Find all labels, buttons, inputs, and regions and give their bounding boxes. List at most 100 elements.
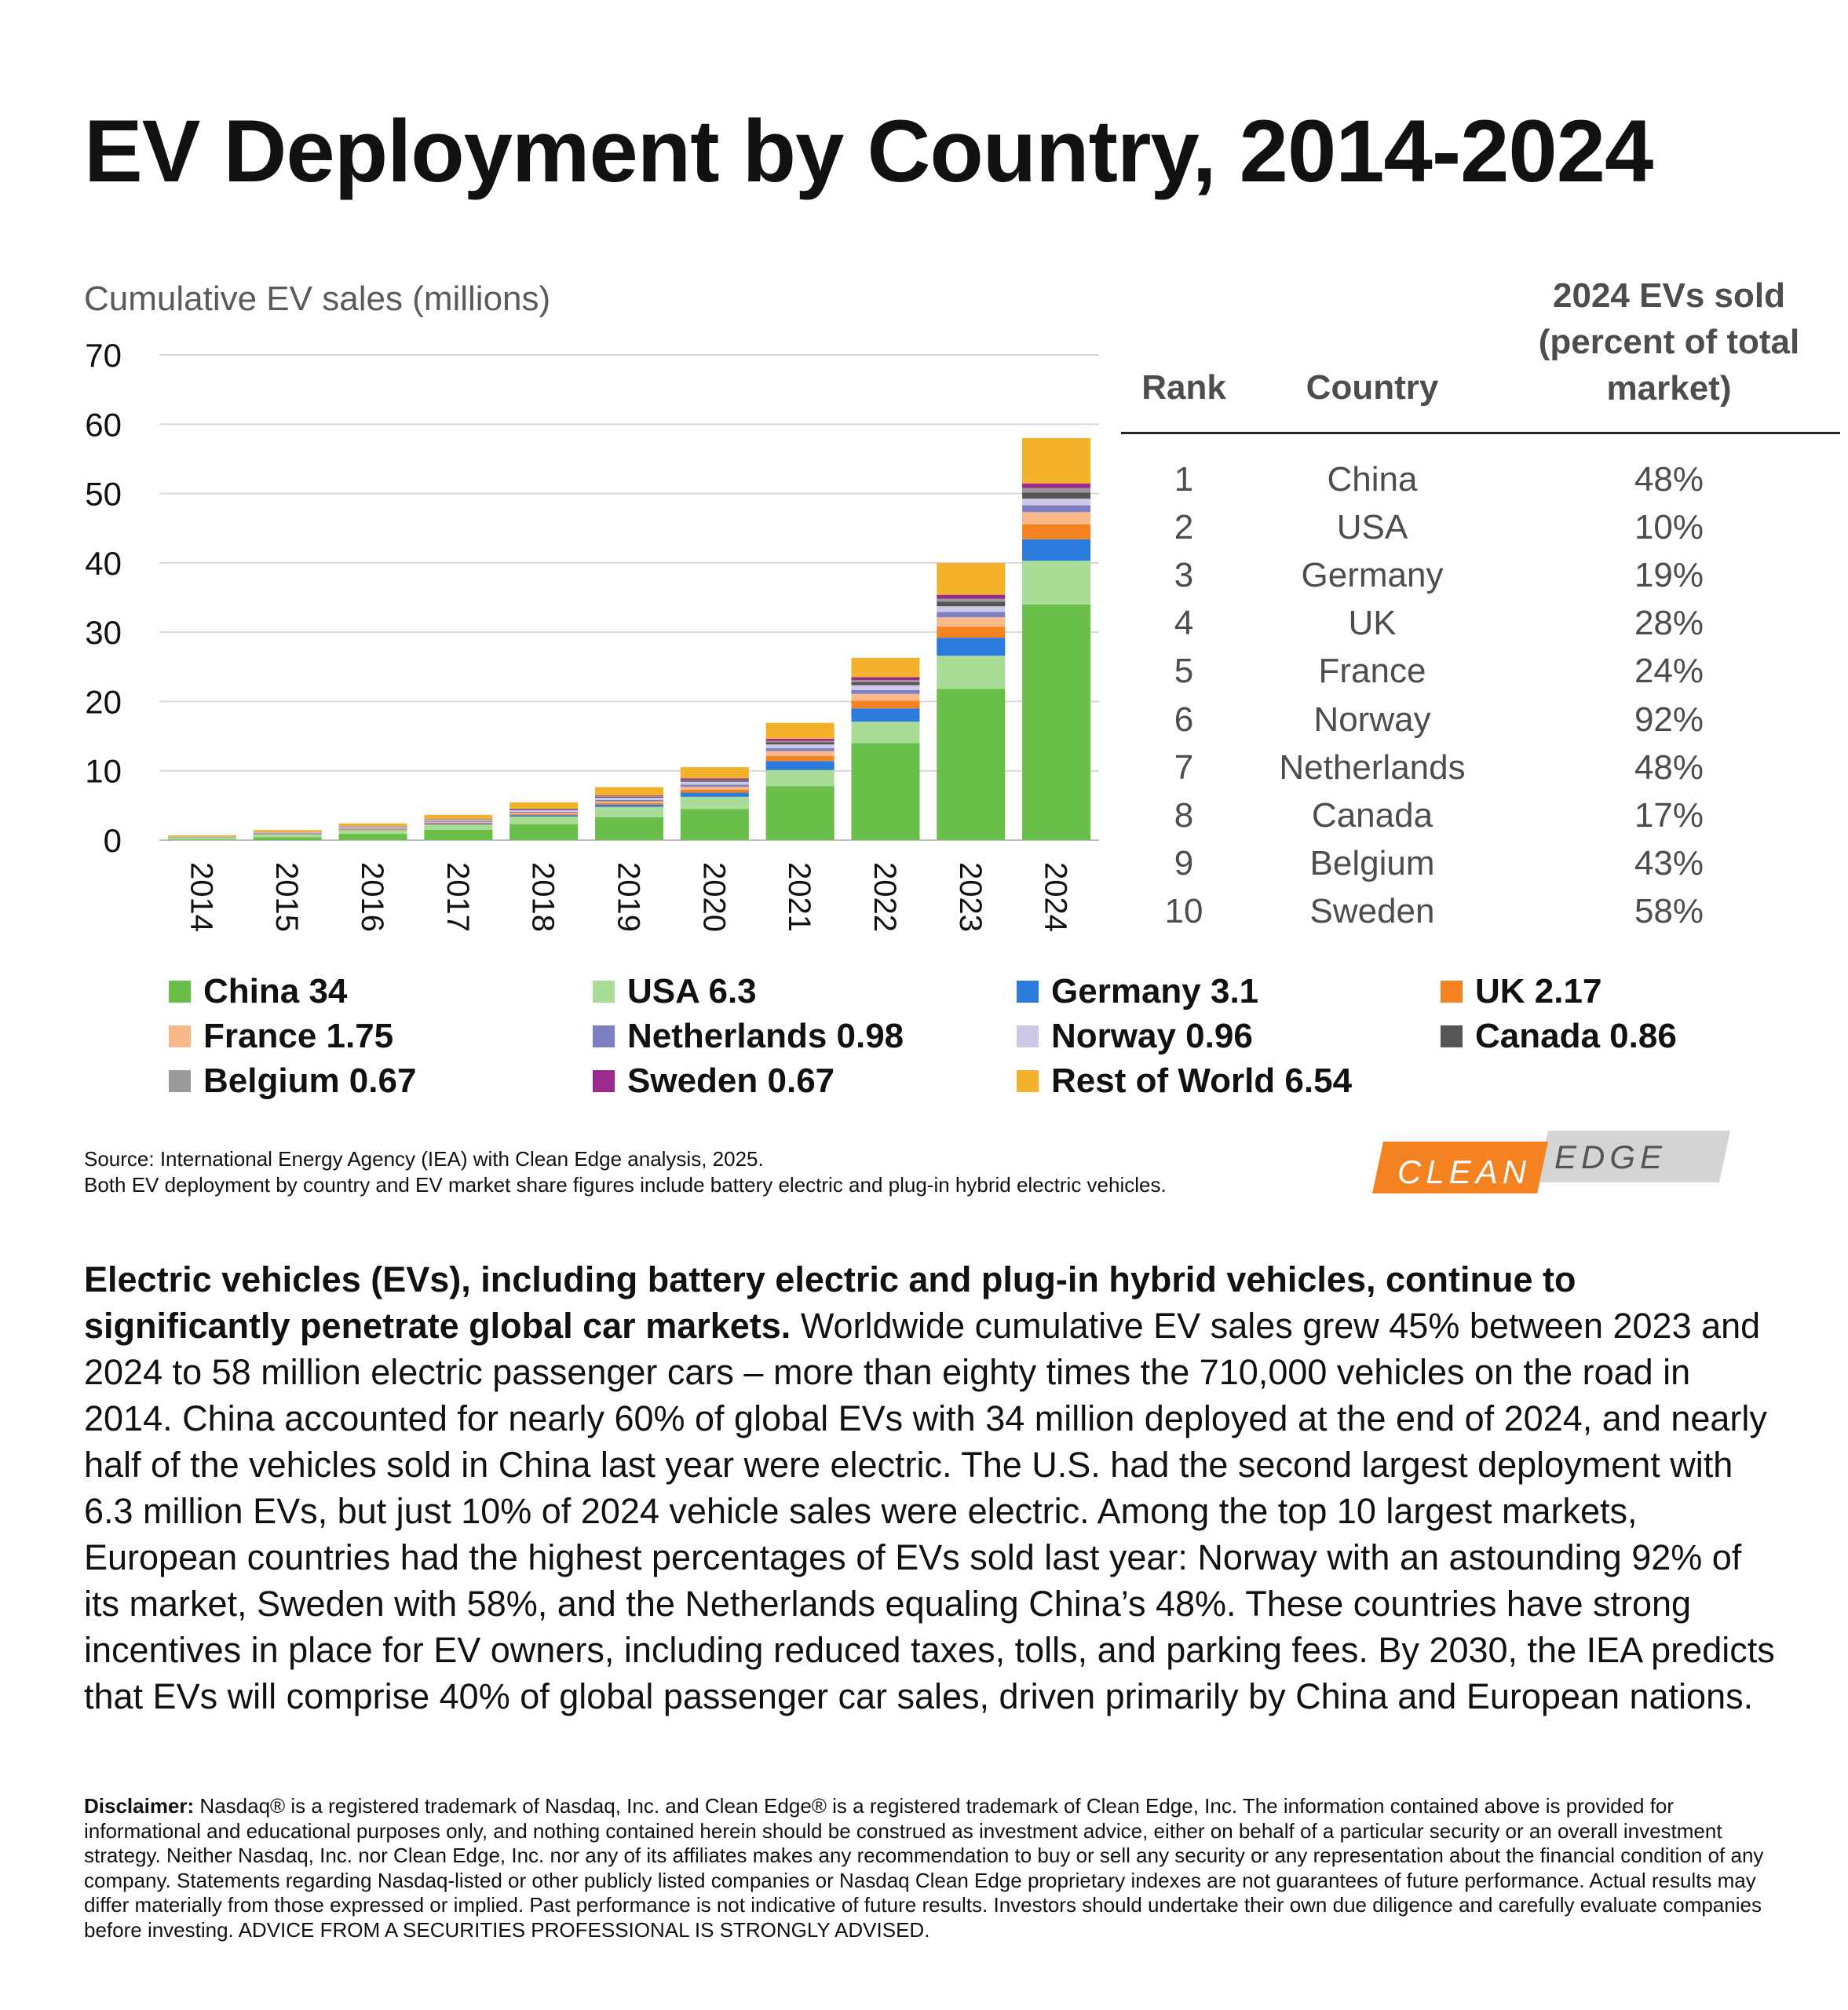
cell-country: USA <box>1336 507 1408 546</box>
cell-country: Sweden <box>1309 892 1435 931</box>
cell-rank: 7 <box>1174 747 1194 787</box>
bar-segment <box>765 722 835 740</box>
x-tick-label: 2017 <box>440 862 475 932</box>
stacked-bar-chart: Cumulative EV sales (millions) 0 10 20 30 40… <box>84 280 1099 932</box>
bar-segment <box>1022 492 1091 499</box>
cell-country: China <box>1327 459 1418 499</box>
cell-rank: 3 <box>1174 555 1194 594</box>
table-row: 6 Norway 92% <box>1121 696 1840 744</box>
cell-country: Germany <box>1301 555 1444 594</box>
bar-segment <box>680 789 749 793</box>
cell-rank: 4 <box>1174 604 1194 643</box>
cell-rank: 6 <box>1174 700 1194 739</box>
legend-label: Germany 3.1 <box>1051 972 1259 1010</box>
bar-segment <box>937 598 1006 602</box>
bar-segment <box>937 563 1006 595</box>
legend-label: Belgium 0.67 <box>203 1062 417 1100</box>
bar-segment <box>594 797 664 800</box>
bar-segment <box>509 824 579 840</box>
legend-item: Netherlands 0.98 <box>593 1017 904 1056</box>
bar-segment <box>937 594 1006 599</box>
y-tick-label: 0 <box>104 822 122 859</box>
legend-item: Canada 0.86 <box>1441 1017 1677 1056</box>
y-axis-label: Cumulative EV sales (millions) <box>84 280 550 318</box>
bar-segment <box>594 806 664 817</box>
ev-share-table: Rank Country 2024 EVs sold (percent of t… <box>1121 271 1840 936</box>
legend-swatch <box>593 1025 615 1047</box>
bar-segment <box>424 829 493 840</box>
bar-segment <box>338 834 407 840</box>
bar-segment <box>765 740 835 743</box>
y-tick-label: 50 <box>85 476 122 513</box>
bar-segment <box>851 657 920 678</box>
bar-segment <box>253 832 322 833</box>
bar-segment <box>1022 437 1091 484</box>
x-tick-label: 2016 <box>355 862 389 932</box>
page-title: EV Deployment by Country, 2014-2024 <box>84 102 1653 200</box>
summary-body: Worldwide cumulative EV sales grew 45% b… <box>84 1306 1775 1716</box>
x-tick-label: 2024 <box>1039 862 1073 932</box>
header-percent-line: 2024 EVs sold <box>1553 276 1785 315</box>
bar-segment <box>937 638 1006 656</box>
logo-edge-shape <box>1537 1131 1730 1182</box>
bar-segment <box>937 617 1006 627</box>
legend-label: France 1.75 <box>203 1017 394 1055</box>
logo-clean-text: CLEAN <box>1397 1153 1531 1190</box>
disclaimer-text: Nasdaq® is a registered trademark of Nas… <box>84 1794 1764 1942</box>
cell-country: UK <box>1348 604 1397 643</box>
legend-item: France 1.75 <box>169 1017 393 1056</box>
summary-paragraph: Electric vehicles (EVs), including batte… <box>84 1256 1780 1719</box>
y-tick-label: 60 <box>85 406 122 443</box>
legend-item: China 34 <box>169 972 347 1011</box>
bar-segment <box>937 627 1006 638</box>
y-tick-label: 40 <box>85 545 122 582</box>
bar-segment <box>680 781 749 785</box>
bar-segment <box>680 787 749 790</box>
summary-lead: Electric vehicles (EVs), including batte… <box>84 1259 1576 1346</box>
table-row: 1 China 48% <box>1121 455 1840 503</box>
bar-segment <box>937 606 1006 612</box>
legend-label: China 34 <box>203 972 348 1010</box>
cell-rank: 10 <box>1164 892 1203 931</box>
table-header: Rank Country 2024 EVs sold (percent of t… <box>1121 271 1840 434</box>
bar-segment <box>509 802 579 809</box>
bar-segment <box>509 816 579 824</box>
x-tick-label: 2014 <box>184 862 218 932</box>
bar-segment <box>594 796 664 797</box>
bar-segment <box>594 817 664 840</box>
cell-rank: 9 <box>1174 844 1194 883</box>
header-percent-line: (percent of total <box>1538 323 1800 361</box>
x-tick-label: 2022 <box>867 862 902 932</box>
header-percent: 2024 EVs sold (percent of total market) <box>1498 272 1840 411</box>
bar-segment <box>594 802 664 805</box>
legend-label: USA 6.3 <box>627 972 757 1010</box>
cell-country: Netherlands <box>1279 747 1466 787</box>
bar-segment <box>680 792 749 797</box>
bar-segment <box>253 832 322 834</box>
legend-item: UK 2.17 <box>1441 972 1601 1011</box>
bar-segment <box>424 824 493 830</box>
cell-rank: 8 <box>1174 795 1194 835</box>
table-row: 10 Sweden 58% <box>1121 888 1840 936</box>
cell-country: Canada <box>1311 795 1433 835</box>
x-tick-label: 2018 <box>526 862 561 932</box>
bar-segment <box>937 601 1006 607</box>
bar-segment <box>338 829 407 831</box>
logo-edge-text: EDGE <box>1554 1138 1667 1175</box>
legend-item: Rest of World 6.54 <box>1017 1062 1352 1101</box>
source-line: Both EV deployment by country and EV mar… <box>84 1173 1167 1197</box>
legend-swatch <box>1017 981 1039 1003</box>
bar-segment <box>1022 483 1091 488</box>
legend-item: Norway 0.96 <box>1017 1017 1253 1056</box>
x-tick-label: 2023 <box>953 862 988 932</box>
legend-item: USA 6.3 <box>593 972 757 1011</box>
logo-clean-shape <box>1372 1142 1548 1193</box>
legend-label: Norway 0.96 <box>1051 1017 1253 1055</box>
bar-segment <box>594 801 664 803</box>
table-row: 9 Belgium 43% <box>1121 840 1840 888</box>
clean-edge-logo: CLEAN EDGE <box>1372 1131 1730 1193</box>
cell-percent: 17% <box>1634 795 1704 835</box>
disclaimer: Disclaimer: Nasdaq® is a registered trad… <box>84 1794 1780 1942</box>
cell-percent: 10% <box>1634 507 1704 546</box>
legend-swatch <box>593 981 615 1003</box>
